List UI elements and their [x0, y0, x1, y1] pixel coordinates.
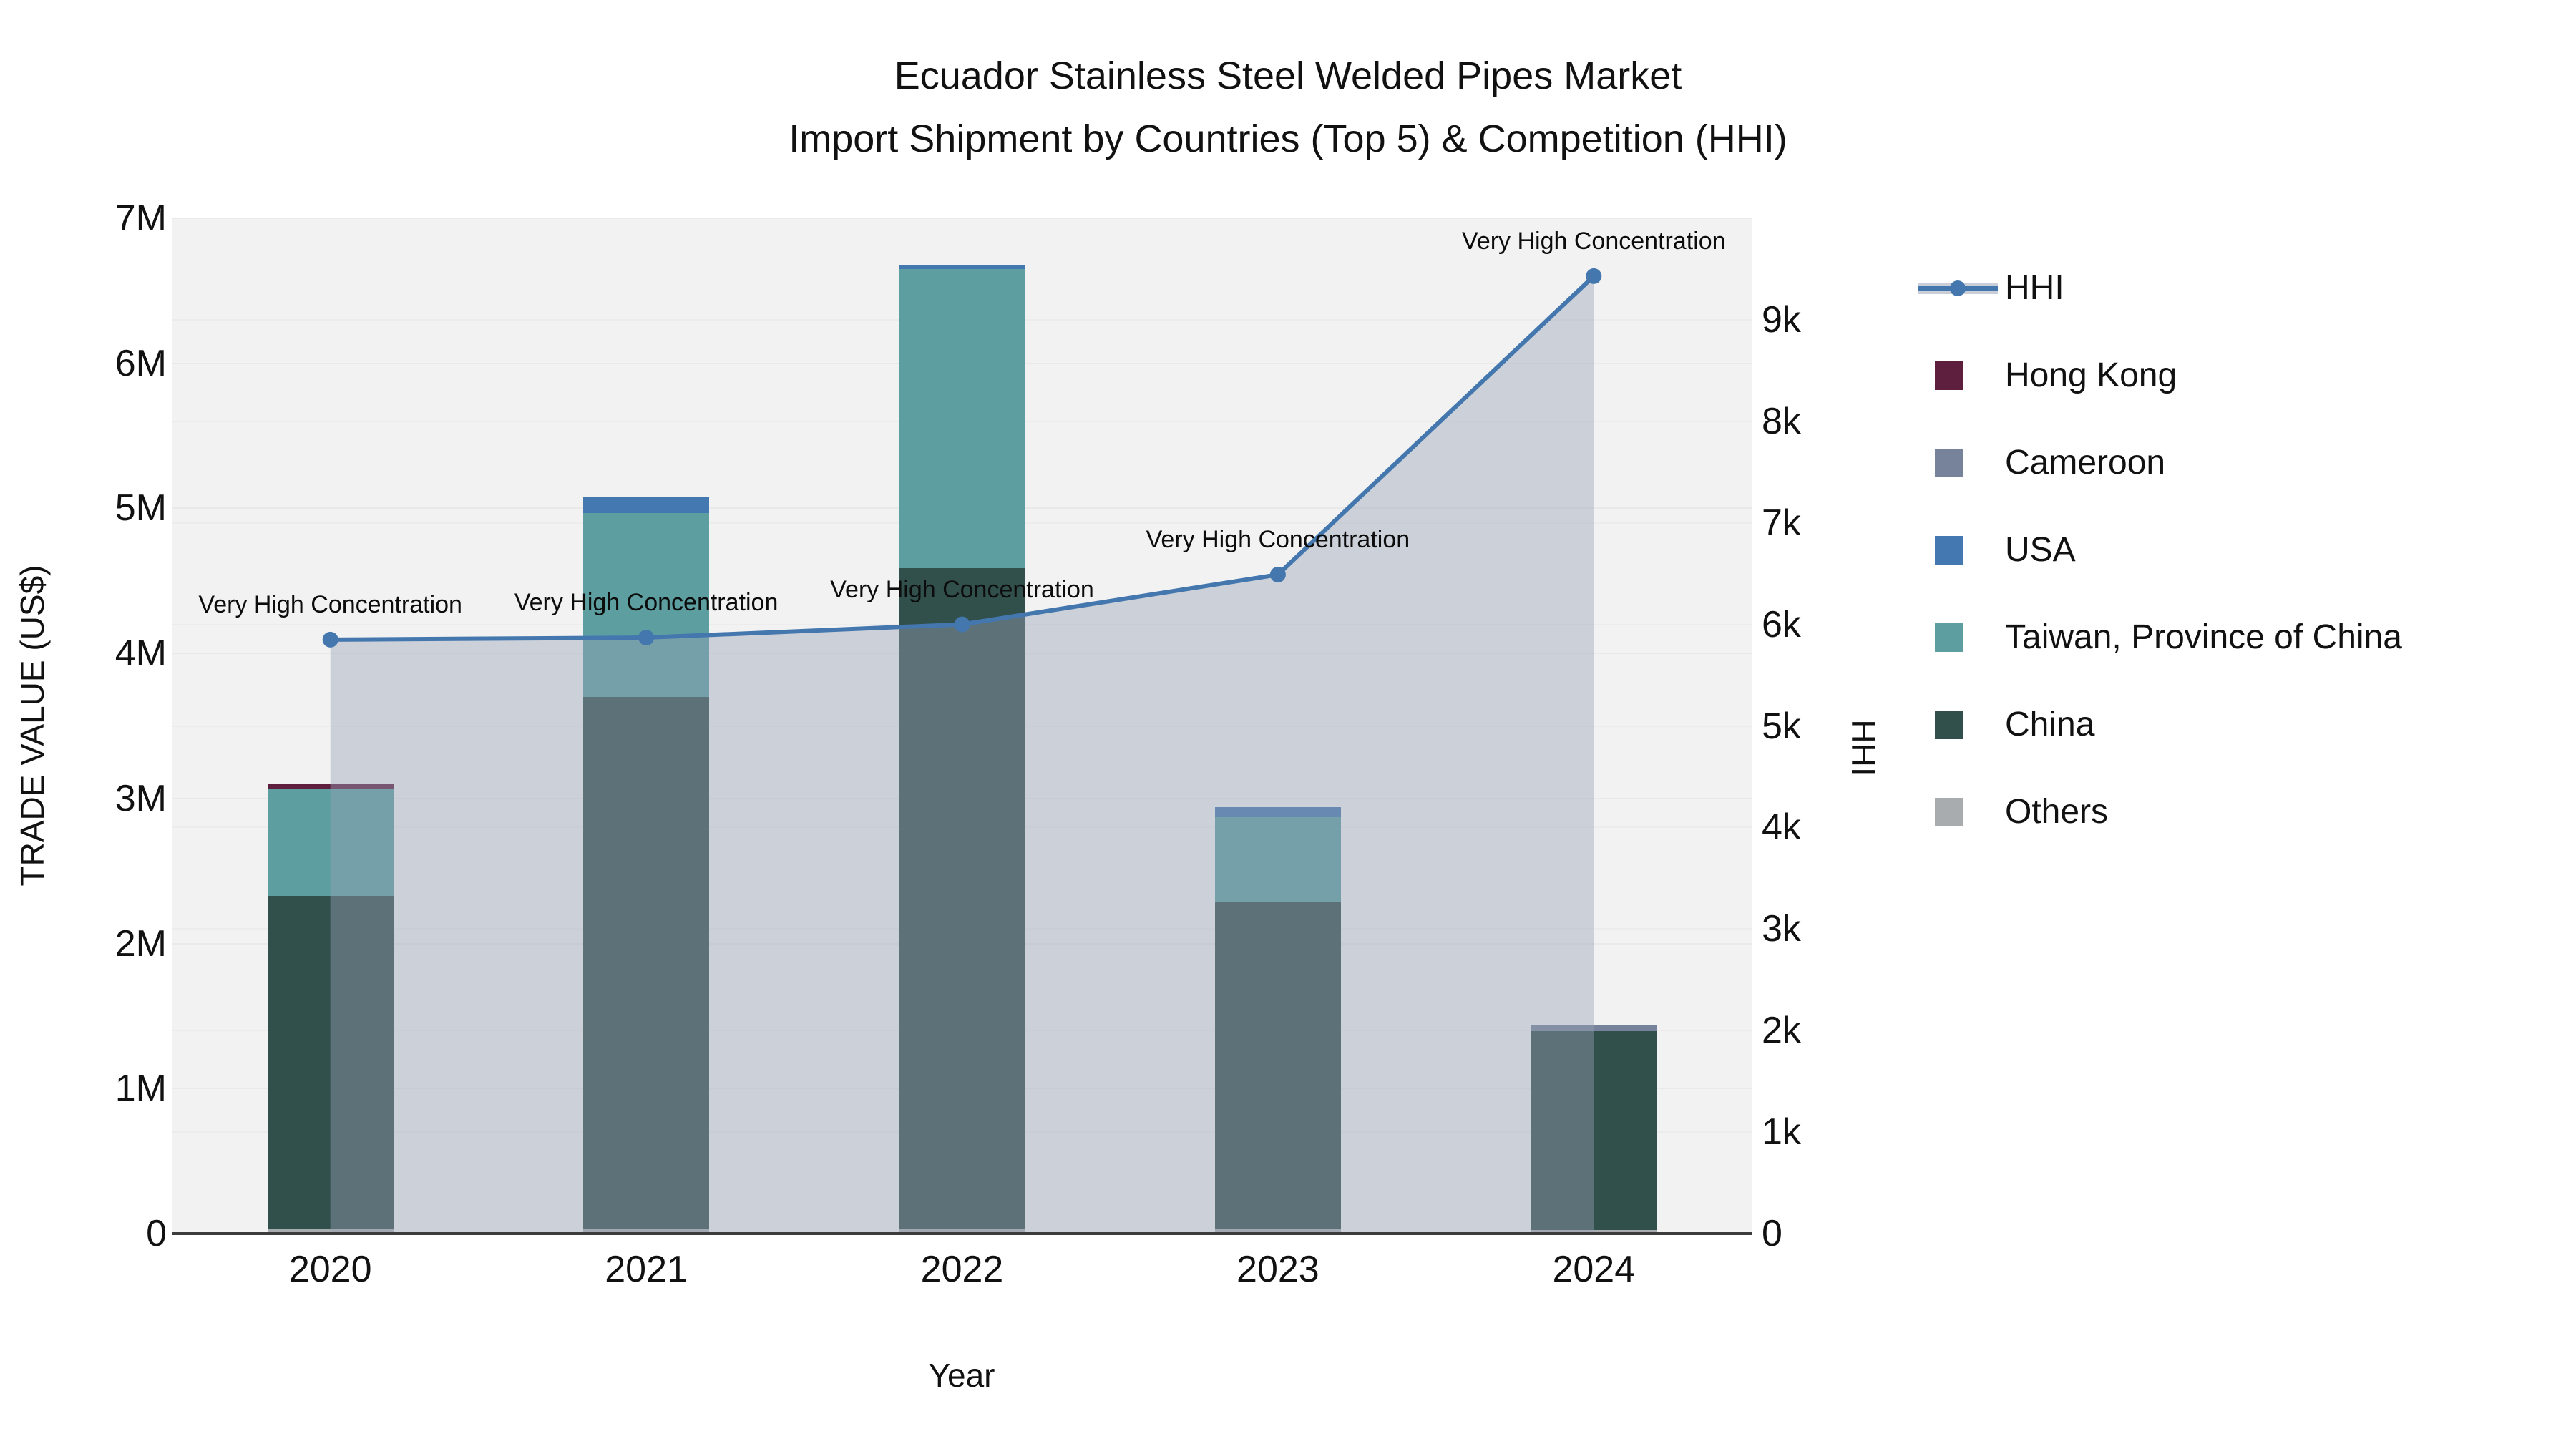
chart-title-line1: Ecuador Stainless Steel Welded Pipes Mar…: [894, 54, 1682, 97]
left-tick-2M: 2M: [114, 922, 167, 965]
x-tick-2022: 2022: [920, 1249, 1004, 1290]
legend-label: Others: [2005, 793, 2109, 831]
bar-segment-taiwan-province-of-china-2020[interactable]: [267, 788, 394, 896]
annotation-2023: Very High Concentration: [1146, 526, 1410, 554]
bar-segment-usa-2022[interactable]: [899, 265, 1025, 269]
left-tick-4M: 4M: [114, 633, 167, 675]
right-tick-5k: 5k: [1762, 705, 1801, 747]
bar-segment-china-2022[interactable]: [899, 567, 1025, 1229]
left-tick-7M: 7M: [114, 197, 167, 239]
hhi-point-2020[interactable]: [322, 631, 338, 648]
left-tick-0: 0: [146, 1213, 167, 1254]
right-tick-3k: 3k: [1762, 908, 1801, 950]
legend-item-hhi[interactable]: HHI: [1918, 245, 2402, 332]
legend-item-cameroon[interactable]: Cameroon: [1918, 419, 2402, 507]
bar-segment-usa-2021[interactable]: [583, 496, 710, 513]
bar-segment-others-2024[interactable]: [1531, 1229, 1657, 1234]
bar-segment-cameroon-2024[interactable]: [1531, 1025, 1657, 1032]
legend-label: China: [2005, 706, 2095, 743]
bar-segment-others-2023[interactable]: [1214, 1229, 1341, 1234]
bar-segment-hong-kong-2020[interactable]: [267, 783, 394, 789]
left-axis-title: TRADE VALUE (US$): [14, 565, 51, 887]
annotation-2021: Very High Concentration: [514, 589, 779, 617]
legend-label: Taiwan, Province of China: [2005, 618, 2402, 656]
x-tick-2024: 2024: [1552, 1249, 1636, 1290]
hhi-line-icon: [1918, 272, 1998, 305]
gridline: [172, 218, 1752, 219]
right-tick-2k: 2k: [1762, 1010, 1801, 1052]
color-swatch-icon: [1918, 621, 1998, 654]
color-swatch-icon: [1918, 447, 1998, 479]
annotation-2020: Very High Concentration: [198, 590, 462, 618]
legend: HHI Hong Kong Cameroon USA Taiwan, Province …: [1918, 245, 2402, 856]
annotation-2024: Very High Concentration: [1462, 227, 1726, 255]
legend-label: Cameroon: [2005, 444, 2166, 482]
hhi-point-2024[interactable]: [1586, 268, 1602, 284]
color-swatch-icon: [1918, 359, 1998, 392]
legend-item-others[interactable]: Others: [1918, 769, 2402, 856]
bar-segment-usa-2023[interactable]: [1214, 807, 1341, 818]
x-tick-2023: 2023: [1236, 1249, 1319, 1290]
right-tick-1k: 1k: [1762, 1111, 1801, 1153]
color-swatch-icon: [1918, 708, 1998, 741]
right-tick-9k: 9k: [1762, 298, 1801, 341]
chart-title-line2: Import Shipment by Countries (Top 5) & C…: [789, 117, 1787, 160]
right-tick-6k: 6k: [1762, 603, 1801, 645]
legend-item-hong-kong[interactable]: Hong Kong: [1918, 332, 2402, 419]
hhi-line-layer: [322, 268, 1602, 1234]
x-tick-2020: 2020: [288, 1249, 372, 1290]
legend-label: Hong Kong: [2005, 356, 2177, 394]
legend-label: HHI: [2005, 269, 2064, 307]
right-tick-7k: 7k: [1762, 502, 1801, 544]
bar-segment-china-2023[interactable]: [1214, 901, 1341, 1229]
legend-item-usa[interactable]: USA: [1918, 507, 2402, 594]
bar-segment-taiwan-province-of-china-2022[interactable]: [899, 268, 1025, 568]
x-axis-title: Year: [928, 1357, 995, 1394]
bar-segment-china-2020[interactable]: [267, 895, 394, 1229]
color-swatch-icon: [1918, 534, 1998, 567]
legend-item-taiwan-province-of-china[interactable]: Taiwan, Province of China: [1918, 594, 2402, 681]
hhi-point-2022[interactable]: [954, 616, 970, 633]
left-tick-6M: 6M: [114, 342, 167, 384]
right-tick-4k: 4k: [1762, 806, 1801, 849]
left-tick-3M: 3M: [114, 777, 167, 819]
right-axis-title: HHI: [1845, 719, 1882, 776]
hhi-point-2021[interactable]: [638, 630, 655, 646]
annotation-2022: Very High Concentration: [830, 575, 1094, 603]
hhi-point-2023[interactable]: [1269, 567, 1286, 583]
bar-segment-taiwan-province-of-china-2023[interactable]: [1214, 817, 1341, 902]
bar-segment-taiwan-province-of-china-2021[interactable]: [583, 512, 710, 697]
left-tick-1M: 1M: [114, 1068, 167, 1110]
bar-segment-others-2021[interactable]: [583, 1229, 710, 1234]
legend-label: USA: [2005, 531, 2076, 569]
right-tick-8k: 8k: [1762, 400, 1801, 442]
bar-segment-china-2021[interactable]: [583, 696, 710, 1229]
color-swatch-icon: [1918, 796, 1998, 829]
bar-segment-others-2022[interactable]: [899, 1229, 1025, 1234]
bar-segment-others-2020[interactable]: [267, 1229, 394, 1234]
left-tick-5M: 5M: [114, 487, 167, 530]
hhi-area-fill: [330, 275, 1594, 1234]
right-tick-0: 0: [1762, 1213, 1782, 1254]
bar-segment-china-2024[interactable]: [1531, 1031, 1657, 1230]
legend-item-china[interactable]: China: [1918, 681, 2402, 769]
x-axis-line: [172, 1232, 1752, 1235]
x-tick-2021: 2021: [605, 1249, 688, 1290]
